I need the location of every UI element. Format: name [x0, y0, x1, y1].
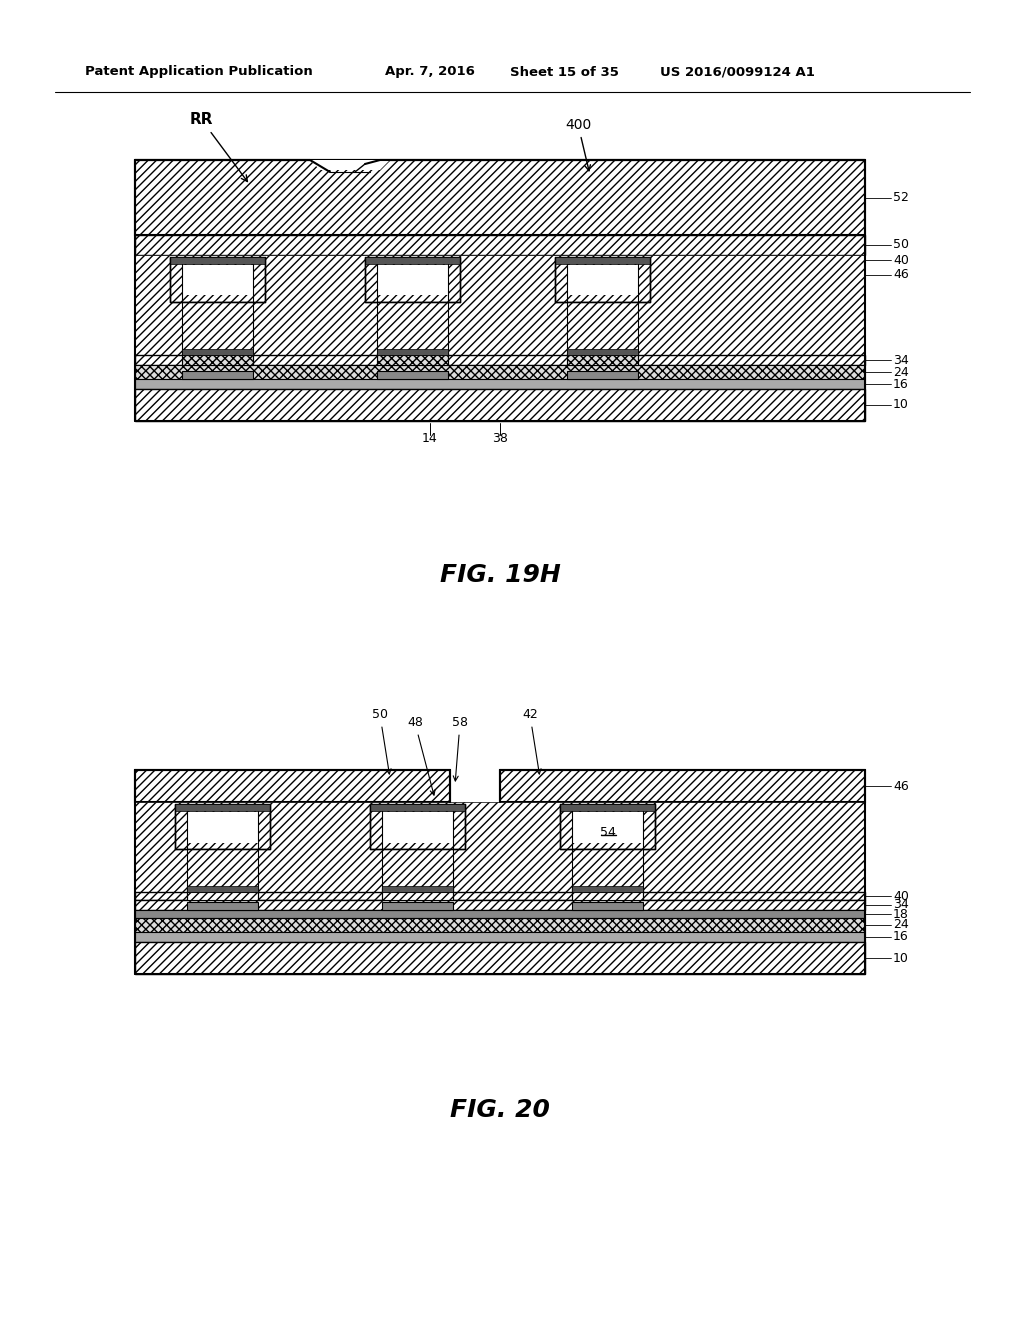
Bar	[560, 804, 655, 849]
Bar	[182, 265, 253, 294]
Text: 38: 38	[493, 433, 508, 446]
Bar	[135, 900, 865, 909]
Bar	[370, 804, 465, 849]
Bar	[182, 371, 253, 379]
Bar	[365, 257, 460, 302]
Bar	[560, 804, 655, 849]
Text: FIG. 20: FIG. 20	[451, 1098, 550, 1122]
Text: 50: 50	[372, 709, 391, 774]
Text: 52: 52	[893, 191, 909, 205]
Bar	[170, 257, 265, 264]
Bar	[377, 371, 449, 379]
Bar	[572, 902, 643, 909]
Bar	[135, 379, 865, 389]
Bar	[555, 257, 650, 264]
Bar	[377, 348, 449, 355]
Text: Patent Application Publication: Patent Application Publication	[85, 66, 312, 78]
Bar	[135, 389, 865, 421]
Bar	[135, 917, 865, 932]
Text: 46: 46	[893, 268, 908, 281]
Bar	[182, 302, 253, 355]
Bar	[365, 257, 460, 302]
Bar	[567, 352, 638, 366]
Text: 50: 50	[893, 239, 909, 252]
Text: 48: 48	[408, 717, 435, 795]
Bar	[187, 849, 258, 892]
Bar	[500, 770, 865, 803]
Text: 42: 42	[522, 709, 541, 774]
Text: Apr. 7, 2016: Apr. 7, 2016	[385, 66, 475, 78]
Bar	[377, 352, 449, 366]
Text: 54: 54	[600, 825, 616, 838]
Text: 18: 18	[893, 908, 909, 920]
Bar	[175, 804, 270, 810]
Bar	[567, 302, 638, 355]
Bar	[187, 902, 258, 909]
Bar	[135, 942, 865, 974]
Polygon shape	[310, 160, 390, 170]
Bar	[170, 257, 265, 302]
Bar	[555, 257, 650, 302]
Bar	[135, 255, 865, 355]
Text: FIG. 19H: FIG. 19H	[439, 564, 560, 587]
Bar	[382, 812, 453, 843]
Bar	[187, 886, 258, 892]
Bar	[382, 849, 453, 892]
Bar	[382, 888, 453, 900]
Bar	[567, 265, 638, 294]
Bar	[187, 812, 258, 843]
Bar	[572, 812, 643, 843]
Bar	[135, 235, 865, 255]
Bar	[135, 892, 865, 900]
Text: 34: 34	[893, 354, 908, 367]
Text: 16: 16	[893, 931, 908, 944]
Text: 10: 10	[893, 952, 909, 965]
Bar	[377, 302, 449, 355]
Text: 58: 58	[452, 717, 468, 781]
Text: 14: 14	[422, 433, 438, 446]
Bar	[135, 909, 865, 917]
Bar	[567, 371, 638, 379]
Bar	[370, 804, 465, 810]
Bar	[175, 804, 270, 849]
Text: 46: 46	[893, 780, 908, 792]
Bar	[135, 932, 865, 942]
Bar	[182, 352, 253, 366]
Text: Sheet 15 of 35: Sheet 15 of 35	[510, 66, 618, 78]
Text: 40: 40	[893, 890, 909, 903]
Text: US 2016/0099124 A1: US 2016/0099124 A1	[660, 66, 815, 78]
Text: 400: 400	[565, 117, 591, 170]
Bar	[135, 160, 865, 235]
Bar	[377, 265, 449, 294]
Bar	[572, 888, 643, 900]
Bar	[572, 886, 643, 892]
Bar	[382, 886, 453, 892]
Bar	[382, 902, 453, 909]
Text: 16: 16	[893, 378, 908, 391]
Bar	[175, 804, 270, 849]
Text: 24: 24	[893, 366, 908, 379]
Bar	[572, 849, 643, 892]
Bar	[187, 888, 258, 900]
Text: 34: 34	[893, 899, 908, 912]
Bar	[182, 348, 253, 355]
Bar	[135, 355, 865, 366]
Bar	[567, 348, 638, 355]
Text: 10: 10	[893, 399, 909, 412]
Bar	[135, 803, 865, 892]
Text: RR: RR	[190, 112, 248, 182]
Bar	[170, 257, 265, 302]
Text: 24: 24	[893, 919, 908, 932]
Bar	[560, 804, 655, 810]
Bar	[135, 366, 865, 379]
Bar	[370, 804, 465, 849]
Bar	[555, 257, 650, 302]
Text: 40: 40	[893, 253, 909, 267]
Bar	[135, 770, 450, 803]
Bar	[365, 257, 460, 264]
